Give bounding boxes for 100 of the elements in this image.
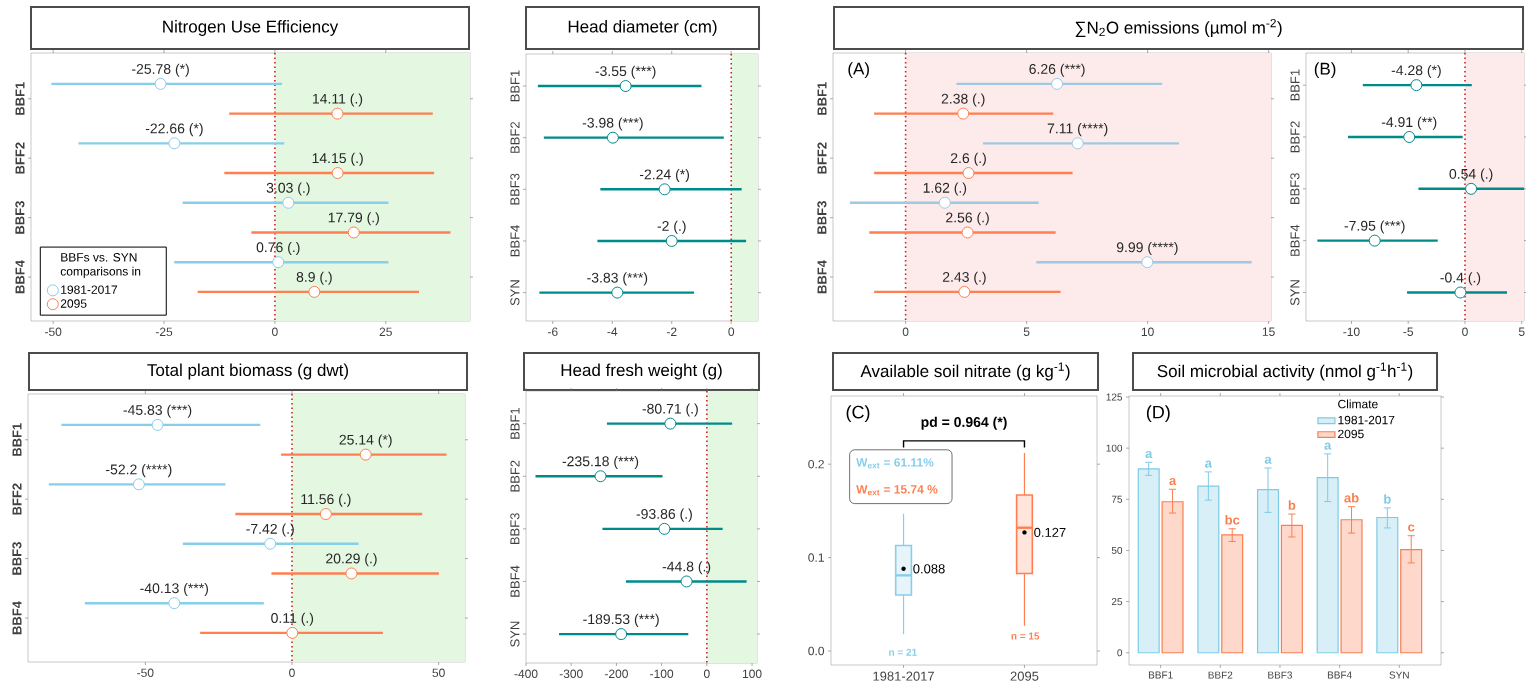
x-tick-label: 5: [1518, 327, 1525, 336]
chart-title: Soil microbial activity (nmol g$^{-1}$h$^{-1}$): [1157, 362, 1413, 381]
data-label: -40.13 (***): [140, 582, 208, 596]
chart-title: Available soil nitrate (g kg$^{-1}$): [860, 362, 1070, 381]
y-tick-label: BBF1: [817, 82, 827, 115]
data-label: a: [1324, 442, 1332, 450]
data-label: 25.14 (*): [339, 434, 392, 448]
x-tick-label: 50: [432, 668, 445, 678]
point: [615, 628, 628, 641]
x-tick-label: -100: [650, 669, 674, 679]
y-tick-label: 0.1: [808, 553, 824, 562]
y-tick-label: SYN: [1290, 280, 1300, 306]
y-tick-label: BBF3: [510, 173, 520, 205]
y-tick-label: BBF4: [510, 565, 520, 597]
y-tick-label: BFF2: [12, 483, 22, 515]
y-tick-label: BBF1: [12, 423, 22, 456]
data-label: 9.99 (****): [1116, 241, 1178, 255]
y-tick-label: BFF2: [817, 142, 827, 174]
data-label: -0.4 (.): [1440, 272, 1481, 286]
y-tick-label: BBF3: [15, 201, 25, 234]
y-tick-label: BBF3: [510, 513, 520, 545]
legend-label: 2095: [1338, 429, 1364, 439]
y-tick-label: BBF1: [1290, 69, 1300, 101]
annotation: W$_{ext}$ = 15.74 %: [856, 485, 938, 496]
x-tick-label: BBF3: [1268, 671, 1293, 679]
data-label: -52.2 (****): [106, 464, 172, 478]
data-label: 14.11 (.): [312, 93, 363, 107]
data-label: 2.6 (.): [950, 152, 986, 166]
data-label: a: [1145, 450, 1153, 459]
data-label: -7.42 (.): [246, 523, 294, 537]
data-label: -2.24 (*): [639, 169, 690, 183]
data-label: 14.15 (.): [312, 152, 363, 166]
x-tick-label: BBF4: [1327, 671, 1352, 679]
point: [1454, 286, 1467, 299]
x-tick-label: -50: [137, 668, 154, 678]
point: [594, 470, 607, 483]
data-label: -7.95 (***): [1344, 220, 1405, 234]
point: [606, 131, 619, 144]
data-label: -25.78 (*): [132, 63, 189, 77]
data-label: -189.53 (***): [583, 613, 659, 627]
point: [680, 575, 693, 588]
data-label: b: [1288, 500, 1296, 510]
x-tick-label: -25: [155, 327, 173, 337]
data-label: 7.11 (****): [1047, 123, 1108, 137]
x-tick-label: 25: [379, 327, 392, 337]
x-tick-label: 15: [1262, 327, 1275, 336]
x-tick-label: -2: [666, 327, 677, 336]
data-label: 17.79 (.): [328, 212, 379, 226]
y-tick-label: BBF4: [15, 260, 25, 294]
data-label: -4.91 (**): [1381, 116, 1437, 130]
annotation: 0.088: [913, 564, 945, 574]
data-label: ab: [1344, 492, 1359, 503]
point: [1465, 182, 1478, 195]
data-label: 6.26 (***): [1029, 63, 1085, 77]
x-tick-label: 0: [1462, 327, 1468, 337]
chart-title: Total plant biomass (g dwt): [147, 363, 349, 380]
x-tick-label: 100: [742, 669, 762, 679]
x-tick-label: 2095: [1010, 671, 1039, 681]
y-tick-label: 0.0: [808, 646, 825, 656]
y-tick-label: BBF2: [510, 460, 520, 492]
annotation: 0.127: [1034, 527, 1066, 537]
data-label: -3.55 (***): [595, 65, 656, 79]
x-tick-label: -300: [559, 669, 583, 679]
x-tick-label: BBF1: [1148, 671, 1173, 679]
x-tick-label: 0: [902, 327, 909, 337]
x-tick-label: 0: [703, 669, 710, 679]
data-label: b: [1384, 494, 1391, 504]
annotation: n = 21: [889, 648, 917, 656]
point: [665, 234, 678, 247]
legend-label: 1981-2017: [1338, 415, 1395, 425]
x-tick-label: 0: [272, 327, 278, 337]
x-tick-label: -5: [1403, 327, 1414, 336]
data-label: -3.98 (***): [582, 117, 643, 131]
y-tick-label: BBF3: [12, 542, 22, 575]
data-label: -4.28 (*): [1391, 64, 1441, 78]
data-label: c: [1408, 524, 1415, 532]
x-tick-label: BBF2: [1208, 671, 1233, 679]
legend-label: 1981-2017: [61, 285, 118, 294]
data-label: -80.71 (.): [642, 403, 698, 417]
point: [619, 80, 632, 93]
x-tick-label: 0: [289, 668, 295, 678]
data-label: a: [1205, 460, 1213, 468]
y-tick-label: BBF2: [510, 122, 520, 153]
point: [658, 522, 671, 535]
annotation: n = 15: [1011, 632, 1040, 640]
data-label: -2 (.): [657, 220, 686, 234]
point: [664, 417, 677, 430]
x-tick-label: 1981-2017: [873, 671, 934, 681]
data-label: 3.03 (.): [266, 182, 310, 196]
chart-title: Nitrogen Use Efficiency: [163, 20, 339, 36]
data-label: -93.86 (.): [636, 508, 692, 522]
annotation: pd = 0.964 (*): [921, 416, 1007, 430]
data-label: -45.83 (***): [123, 404, 192, 418]
data-label: 11.56 (.): [301, 493, 351, 507]
x-tick-label: 5: [1023, 327, 1030, 336]
x-tick-label: 10: [1141, 327, 1154, 337]
data-label: a: [1169, 477, 1177, 486]
y-tick-label: BBF4: [817, 260, 827, 294]
data-label: 2.43 (.): [942, 271, 986, 285]
data-label: 2.56 (.): [946, 212, 989, 226]
